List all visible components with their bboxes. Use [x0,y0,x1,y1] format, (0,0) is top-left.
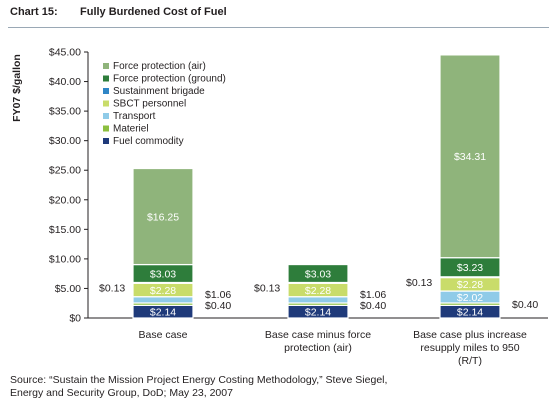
data-label: $2.02 [457,292,483,304]
bar-segment [132,296,194,304]
y-tick-label: $45.00 [49,47,81,59]
data-label: $0.40 [360,300,386,312]
data-label: $0.13 [99,282,125,294]
legend-swatch [103,138,109,144]
legend-swatch [103,100,109,107]
x-category-label: (R/T) [458,355,482,367]
source-note: Source: “Sustain the Mission Project Ene… [10,374,387,400]
data-label: $3.03 [305,268,331,280]
chart-title: Fully Burdened Cost of Fuel [80,6,227,18]
legend-label: Force protection (air) [113,61,206,72]
data-label: $3.03 [150,268,176,280]
source-line-1: Source: “Sustain the Mission Project Ene… [10,374,388,386]
data-label: $2.28 [150,285,176,297]
data-label: $0.40 [205,300,231,312]
x-category-label: Base case [138,329,187,341]
bar-segment [439,54,501,259]
data-label: $3.23 [457,262,483,274]
data-label: $2.28 [457,279,483,291]
legend-label: Force protection (ground) [113,74,226,85]
legend-swatch [103,113,109,119]
data-label: $16.25 [147,211,179,223]
legend-label: Fuel commodity [113,136,184,147]
data-label: $2.14 [305,306,331,318]
data-label: $1.06 [360,289,386,301]
y-tick-label: $30.00 [49,135,81,147]
legend-swatch [103,75,109,82]
bar-segment [287,263,349,284]
data-label: $1.06 [205,289,231,301]
y-axis-title: FY07 $/gallon [11,54,23,122]
data-label: $2.14 [457,306,483,318]
chart-title-row: Chart 15: Fully Burdened Cost of Fuel [10,6,227,18]
y-tick-label: $25.00 [49,165,81,177]
stacked-bar-chart: $0 $5.00 $10.00 $15.00 $20.00 $25.00 $30.00 $35… [11,47,548,367]
x-category-label: Base case plus increase [413,329,527,341]
legend-label: Transport [113,111,156,122]
x-category-label: resupply miles to 950 [420,342,519,354]
data-label: $0.40 [512,299,538,311]
chart-number: Chart 15: [10,6,58,18]
y-tick-label: $10.00 [49,253,81,265]
x-category-label: Base case minus force [265,329,371,341]
data-label: $34.31 [454,151,486,163]
legend-swatch [103,63,109,69]
legend-label: Materiel [113,124,149,135]
data-label: $0.13 [254,282,280,294]
source-line-2: Energy and Security Group, DoD; May 23, … [10,387,233,399]
data-label: $0.13 [406,277,432,289]
y-tick-label: $15.00 [49,224,81,236]
x-category-label: protection (air) [284,342,352,354]
y-tick-label: $5.00 [55,283,81,295]
data-label: $2.28 [305,285,331,297]
title-divider [8,27,549,28]
bar-segment [132,167,194,266]
legend-label: Sustainment brigade [113,86,205,97]
bar-segment [287,296,349,304]
legend-label: SBCT personnel [113,99,186,110]
legend-swatch [103,88,109,94]
y-tick-label: $0 [69,313,81,325]
data-label: $2.14 [150,306,176,318]
y-tick-label: $35.00 [49,106,81,118]
y-tick-label: $20.00 [49,194,81,206]
y-tick-label: $40.00 [49,76,81,88]
legend-swatch [103,125,109,132]
